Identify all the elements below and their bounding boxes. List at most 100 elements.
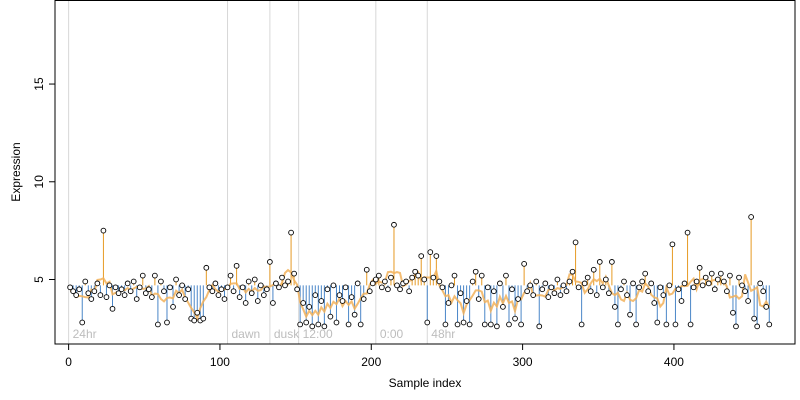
data-point <box>327 313 334 320</box>
data-point <box>739 282 745 289</box>
data-point <box>451 272 458 279</box>
data-point <box>312 292 319 298</box>
data-point <box>372 276 379 283</box>
data-point <box>660 292 667 298</box>
data-point <box>103 294 110 300</box>
data-point <box>724 288 730 295</box>
data-point <box>606 290 612 297</box>
data-point <box>463 298 470 304</box>
data-point <box>527 282 534 289</box>
data-point <box>112 284 119 291</box>
data-point <box>581 280 588 287</box>
data-point <box>206 284 213 291</box>
data-point <box>191 317 198 324</box>
data-point <box>684 229 691 236</box>
data-point <box>627 311 633 318</box>
data-point <box>475 296 482 302</box>
data-point <box>315 321 322 328</box>
data-point <box>212 280 219 287</box>
data-point <box>615 321 621 328</box>
data-point <box>666 282 673 289</box>
y-tick-label: 10 <box>32 175 46 189</box>
data-point <box>176 292 182 298</box>
data-point <box>518 321 524 328</box>
data-point <box>681 280 688 287</box>
data-point <box>70 288 77 295</box>
data-point <box>303 319 310 326</box>
data-point <box>736 274 742 281</box>
data-point <box>536 323 543 330</box>
data-point <box>88 296 95 302</box>
data-point <box>348 294 355 300</box>
data-point <box>557 292 564 298</box>
data-point <box>663 321 670 328</box>
data-point <box>106 282 113 289</box>
data-point <box>336 292 343 298</box>
data-point <box>357 321 364 328</box>
event-marker-label: dusk <box>274 327 300 341</box>
data-point <box>109 305 116 312</box>
data-point <box>342 284 349 291</box>
y-tick-label: 5 <box>32 276 46 283</box>
data-point <box>503 272 509 279</box>
data-point <box>708 270 715 277</box>
data-point <box>200 315 207 322</box>
data-point <box>636 284 642 291</box>
data-point <box>385 286 391 293</box>
data-point <box>521 261 527 267</box>
data-point <box>294 286 300 293</box>
data-point <box>454 321 461 328</box>
data-point <box>360 296 367 302</box>
event-marker-label: 24hr <box>73 327 97 341</box>
data-point <box>260 292 267 298</box>
data-point <box>711 286 718 293</box>
data-point <box>133 296 140 302</box>
data-point <box>572 239 579 246</box>
data-point <box>621 278 627 285</box>
data-point <box>273 280 279 287</box>
data-point <box>624 292 630 298</box>
data-point <box>369 280 376 287</box>
data-point <box>745 298 751 304</box>
event-marker-label: 48hr <box>431 327 455 341</box>
data-point <box>657 284 664 291</box>
x-axis: 0 100 200 300 400 <box>65 343 684 369</box>
data-point <box>442 321 449 328</box>
data-point <box>705 280 712 287</box>
data-point <box>194 309 201 316</box>
data-point <box>412 268 419 275</box>
data-point <box>569 268 576 275</box>
data-point <box>406 288 412 295</box>
data-point <box>155 321 161 328</box>
data-point <box>167 284 173 291</box>
data-point <box>551 290 558 297</box>
data-point <box>469 278 476 285</box>
data-point <box>672 321 679 328</box>
data-point <box>309 323 316 330</box>
data-point <box>648 280 655 287</box>
data-point <box>539 286 546 293</box>
data-point <box>497 280 503 287</box>
data-point <box>439 284 446 291</box>
data-point <box>742 288 748 295</box>
data-point <box>751 315 757 322</box>
data-point <box>515 296 521 302</box>
data-point <box>415 272 422 279</box>
data-point <box>566 278 573 285</box>
data-point <box>245 278 252 285</box>
data-point <box>687 321 694 328</box>
data-point <box>633 321 639 328</box>
x-axis-label: Sample index <box>389 376 462 390</box>
y-axis-label: Expression <box>9 142 23 201</box>
data-point <box>297 321 304 328</box>
data-point <box>306 304 313 310</box>
data-point <box>466 321 473 328</box>
data-point <box>394 282 400 289</box>
data-point <box>145 286 152 293</box>
data-point <box>264 286 270 293</box>
event-marker-label: dawn <box>232 327 261 341</box>
data-point <box>491 288 497 295</box>
data-point <box>127 288 134 295</box>
data-point <box>182 296 188 302</box>
data-point <box>675 286 682 293</box>
